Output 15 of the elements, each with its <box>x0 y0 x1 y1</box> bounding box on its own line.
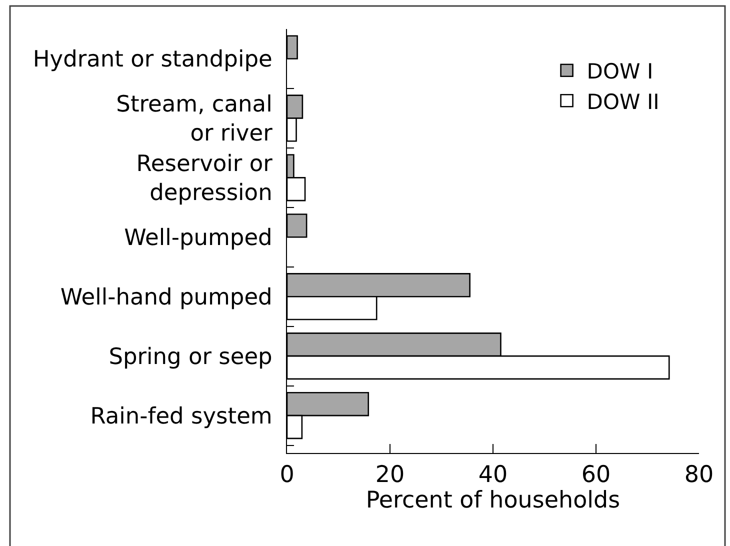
y-tick-label: Reservoir or depression <box>136 150 274 206</box>
x-tick-label: 0 <box>280 462 294 488</box>
x-tick-label: 80 <box>684 462 714 488</box>
x-axis-title: Percent of households <box>366 488 620 514</box>
legend-label: DOW II <box>586 90 660 114</box>
y-tick-label: Stream, canal or river <box>116 91 274 147</box>
x-tick-label: 60 <box>581 462 611 488</box>
y-tick-label: Well-pumped <box>124 225 272 252</box>
x-tick-label: 20 <box>375 462 405 488</box>
y-tick-label: Hydrant or standpipe <box>32 46 272 73</box>
y-tick-label: Spring or seep <box>108 344 272 370</box>
x-tick-label: 40 <box>478 462 508 488</box>
y-tick-label: Well-hand pumped <box>60 284 272 310</box>
legend-label: DOW I <box>586 60 654 84</box>
y-tick-label: Rain-fed system <box>90 403 272 430</box>
